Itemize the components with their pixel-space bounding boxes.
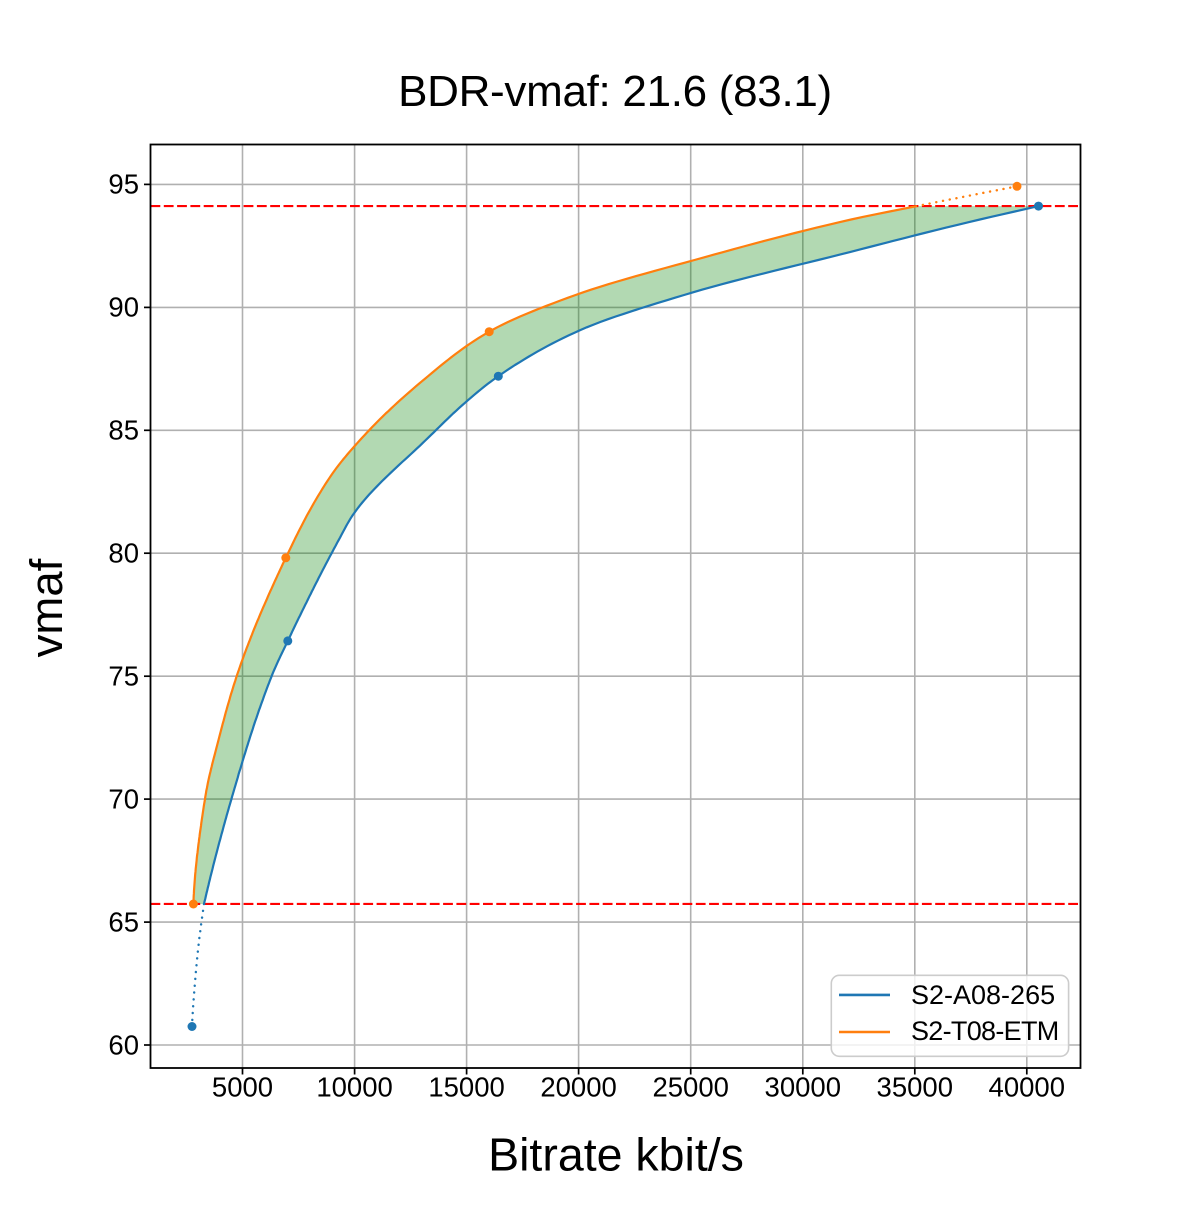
svg-text:Bitrate kbit/s: Bitrate kbit/s [488,1129,744,1181]
svg-text:15000: 15000 [428,1072,504,1103]
svg-text:10000: 10000 [316,1072,392,1103]
svg-text:75: 75 [108,661,139,692]
svg-text:85: 85 [108,415,139,446]
svg-text:30000: 30000 [765,1072,841,1103]
svg-text:25000: 25000 [652,1072,728,1103]
svg-text:80: 80 [108,538,139,569]
svg-text:60: 60 [108,1029,139,1060]
svg-text:65: 65 [108,906,139,937]
svg-text:vmaf: vmaf [21,558,72,657]
svg-text:40000: 40000 [989,1072,1065,1103]
svg-text:90: 90 [108,292,139,323]
svg-text:20000: 20000 [540,1072,616,1103]
svg-text:BDR-vmaf: 21.6 (83.1): BDR-vmaf: 21.6 (83.1) [398,67,832,116]
svg-text:70: 70 [108,783,139,814]
svg-text:5000: 5000 [212,1072,273,1103]
svg-text:S2-A08-265: S2-A08-265 [911,980,1055,1010]
svg-text:S2-T08-ETM: S2-T08-ETM [911,1016,1059,1046]
svg-text:35000: 35000 [877,1072,953,1103]
svg-text:95: 95 [108,169,139,200]
